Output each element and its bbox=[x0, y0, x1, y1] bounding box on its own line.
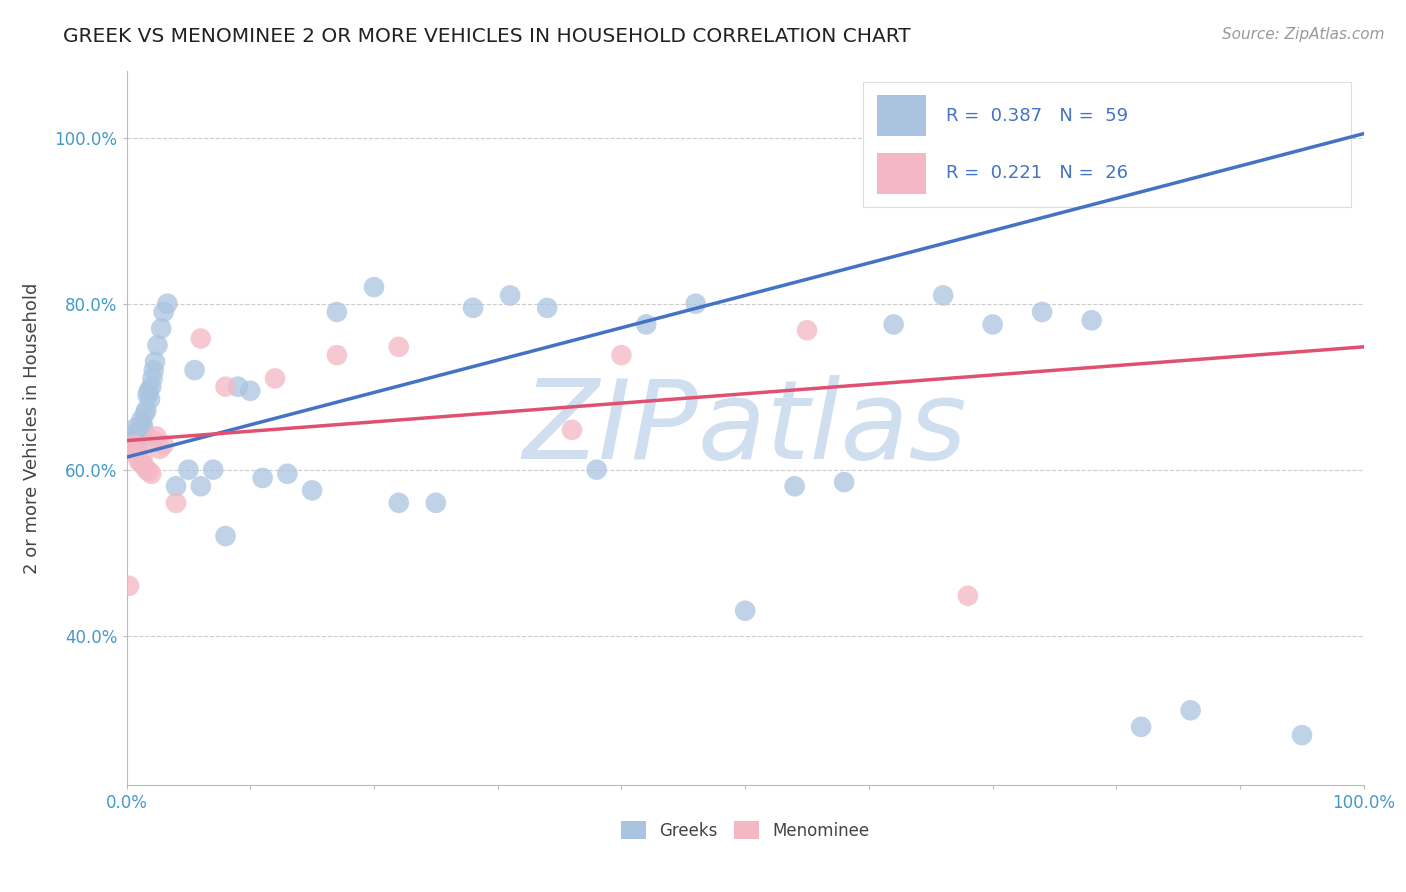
Point bbox=[796, 323, 818, 337]
Point bbox=[1204, 189, 1226, 203]
Point bbox=[610, 348, 633, 362]
Point bbox=[388, 340, 411, 354]
Text: Source: ZipAtlas.com: Source: ZipAtlas.com bbox=[1222, 27, 1385, 42]
Point bbox=[1080, 313, 1102, 327]
Point bbox=[142, 363, 165, 377]
Point bbox=[124, 421, 146, 435]
Point bbox=[165, 496, 187, 510]
Point bbox=[685, 296, 707, 310]
Point bbox=[141, 467, 163, 481]
Point bbox=[190, 479, 212, 493]
Point bbox=[734, 604, 756, 618]
Point bbox=[276, 467, 298, 481]
Point bbox=[145, 429, 167, 443]
Point bbox=[226, 379, 249, 393]
Point bbox=[118, 579, 141, 593]
Point bbox=[139, 392, 162, 406]
Point bbox=[1291, 728, 1313, 742]
Point bbox=[129, 425, 152, 440]
Point bbox=[136, 388, 159, 402]
Point bbox=[783, 479, 806, 493]
Point bbox=[135, 463, 157, 477]
Point bbox=[1080, 137, 1102, 152]
Point bbox=[127, 431, 149, 445]
Point bbox=[128, 454, 150, 468]
Point bbox=[883, 318, 905, 332]
Point bbox=[536, 301, 558, 315]
Point bbox=[1327, 164, 1350, 178]
Point bbox=[124, 442, 146, 456]
Point bbox=[239, 384, 262, 398]
Point bbox=[1130, 720, 1153, 734]
Point bbox=[499, 288, 522, 302]
Point bbox=[425, 496, 447, 510]
Point bbox=[125, 448, 148, 462]
Point bbox=[264, 371, 287, 385]
Point bbox=[138, 464, 160, 478]
Point bbox=[326, 305, 349, 319]
Y-axis label: 2 or more Vehicles in Household: 2 or more Vehicles in Household bbox=[22, 283, 41, 574]
Text: ZIPatlas: ZIPatlas bbox=[523, 375, 967, 482]
Point bbox=[165, 479, 187, 493]
Point bbox=[141, 371, 163, 385]
Point bbox=[388, 496, 411, 510]
Point bbox=[561, 423, 583, 437]
Point bbox=[134, 406, 156, 420]
Point bbox=[121, 434, 143, 448]
Point bbox=[141, 379, 163, 393]
Point bbox=[143, 355, 166, 369]
Point bbox=[135, 403, 157, 417]
Text: GREEK VS MENOMINEE 2 OR MORE VEHICLES IN HOUSEHOLD CORRELATION CHART: GREEK VS MENOMINEE 2 OR MORE VEHICLES IN… bbox=[63, 27, 911, 45]
Point bbox=[142, 434, 165, 448]
Point bbox=[214, 379, 236, 393]
Point bbox=[128, 436, 150, 450]
Point bbox=[981, 318, 1004, 332]
Point bbox=[202, 463, 225, 477]
Point bbox=[122, 429, 145, 443]
Point bbox=[461, 301, 484, 315]
Point bbox=[146, 338, 169, 352]
Point bbox=[301, 483, 323, 498]
Point bbox=[183, 363, 205, 377]
Point bbox=[122, 438, 145, 452]
Point bbox=[152, 305, 174, 319]
Point bbox=[149, 442, 172, 456]
Legend: Greeks, Menominee: Greeks, Menominee bbox=[613, 814, 877, 848]
Point bbox=[120, 439, 142, 453]
Point bbox=[1241, 189, 1264, 203]
Point bbox=[326, 348, 349, 362]
Point bbox=[125, 425, 148, 440]
Point bbox=[956, 589, 979, 603]
Point bbox=[252, 471, 274, 485]
Point bbox=[132, 458, 155, 473]
Point bbox=[214, 529, 236, 543]
Point bbox=[132, 423, 155, 437]
Point bbox=[932, 288, 955, 302]
Point bbox=[131, 417, 153, 431]
Point bbox=[363, 280, 385, 294]
Point bbox=[177, 463, 200, 477]
Point bbox=[131, 450, 153, 465]
Point bbox=[156, 296, 179, 310]
Point bbox=[150, 321, 173, 335]
Point bbox=[636, 318, 658, 332]
Point bbox=[152, 438, 174, 452]
Point bbox=[131, 456, 153, 470]
Point bbox=[585, 463, 607, 477]
Point bbox=[1031, 305, 1053, 319]
Point bbox=[190, 332, 212, 346]
Point bbox=[1180, 703, 1202, 717]
Point bbox=[832, 475, 855, 489]
Point bbox=[131, 413, 153, 427]
Point bbox=[138, 384, 160, 398]
